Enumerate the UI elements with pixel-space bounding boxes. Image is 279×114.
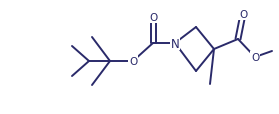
Text: O: O bbox=[251, 53, 259, 62]
Text: O: O bbox=[149, 13, 157, 23]
Text: N: N bbox=[171, 37, 179, 50]
Text: O: O bbox=[239, 10, 247, 20]
Text: O: O bbox=[129, 57, 137, 66]
